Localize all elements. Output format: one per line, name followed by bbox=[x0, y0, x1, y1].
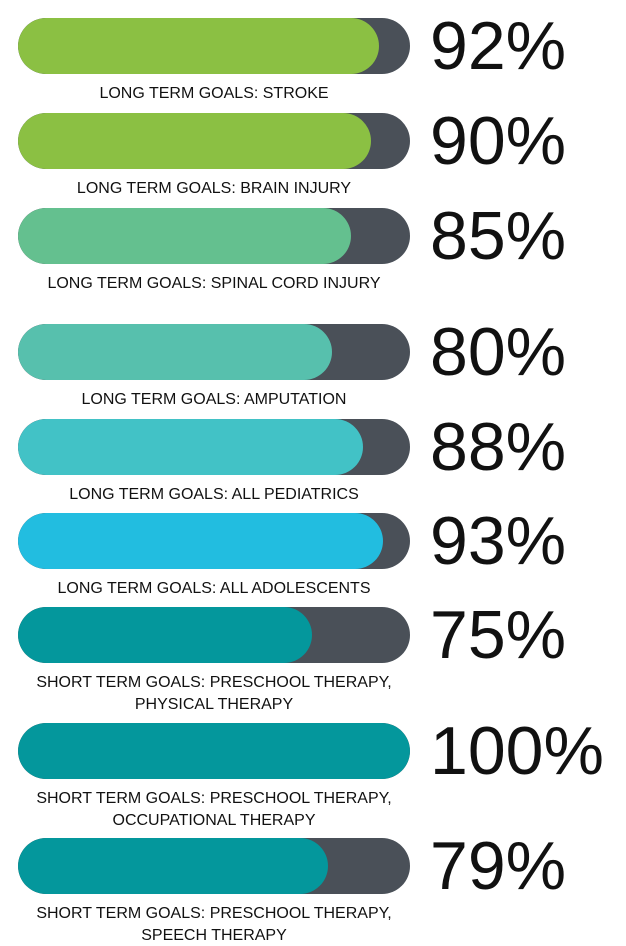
bar-track bbox=[18, 838, 410, 894]
bar bbox=[18, 838, 328, 894]
value-label: 88% bbox=[430, 409, 567, 485]
value-label: 85% bbox=[430, 198, 567, 274]
bar-track bbox=[18, 513, 410, 569]
category-label: LONG TERM GOALS: STROKE bbox=[99, 85, 329, 102]
bar-track bbox=[18, 723, 410, 779]
bar bbox=[18, 18, 379, 74]
category-label: LONG TERM GOALS: ALL ADOLESCENTS bbox=[57, 580, 371, 597]
bar-track bbox=[18, 607, 410, 663]
bar bbox=[18, 419, 363, 475]
bar bbox=[18, 607, 312, 663]
value-label: 90% bbox=[430, 103, 567, 179]
value-label: 79% bbox=[430, 828, 567, 904]
bar-track bbox=[18, 18, 410, 74]
bar-track bbox=[18, 419, 410, 475]
value-label: 92% bbox=[430, 8, 567, 84]
category-label: SHORT TERM GOALS: PRESCHOOL THERAPY, PHY… bbox=[36, 674, 392, 713]
category-label: LONG TERM GOALS: ALL PEDIATRICS bbox=[69, 486, 359, 503]
value-label: 75% bbox=[430, 597, 567, 673]
bar bbox=[18, 113, 371, 169]
value-label: 100% bbox=[430, 713, 604, 789]
category-label: LONG TERM GOALS: BRAIN INJURY bbox=[76, 180, 352, 197]
category-label: LONG TERM GOALS: AMPUTATION bbox=[81, 391, 347, 408]
value-label: 80% bbox=[430, 314, 567, 390]
bar bbox=[18, 513, 383, 569]
category-label: SHORT TERM GOALS: PRESCHOOL THERAPY, OCC… bbox=[36, 790, 392, 829]
bar-track bbox=[18, 113, 410, 169]
bar bbox=[18, 723, 410, 779]
category-label: SHORT TERM GOALS: PRESCHOOL THERAPY, SPE… bbox=[36, 905, 392, 944]
bar bbox=[18, 208, 352, 264]
category-label: LONG TERM GOALS: SPINAL CORD INJURY bbox=[47, 275, 381, 292]
bar-track bbox=[18, 208, 410, 264]
value-label: 93% bbox=[430, 503, 567, 579]
bar bbox=[18, 324, 332, 380]
bar-track bbox=[18, 324, 410, 380]
